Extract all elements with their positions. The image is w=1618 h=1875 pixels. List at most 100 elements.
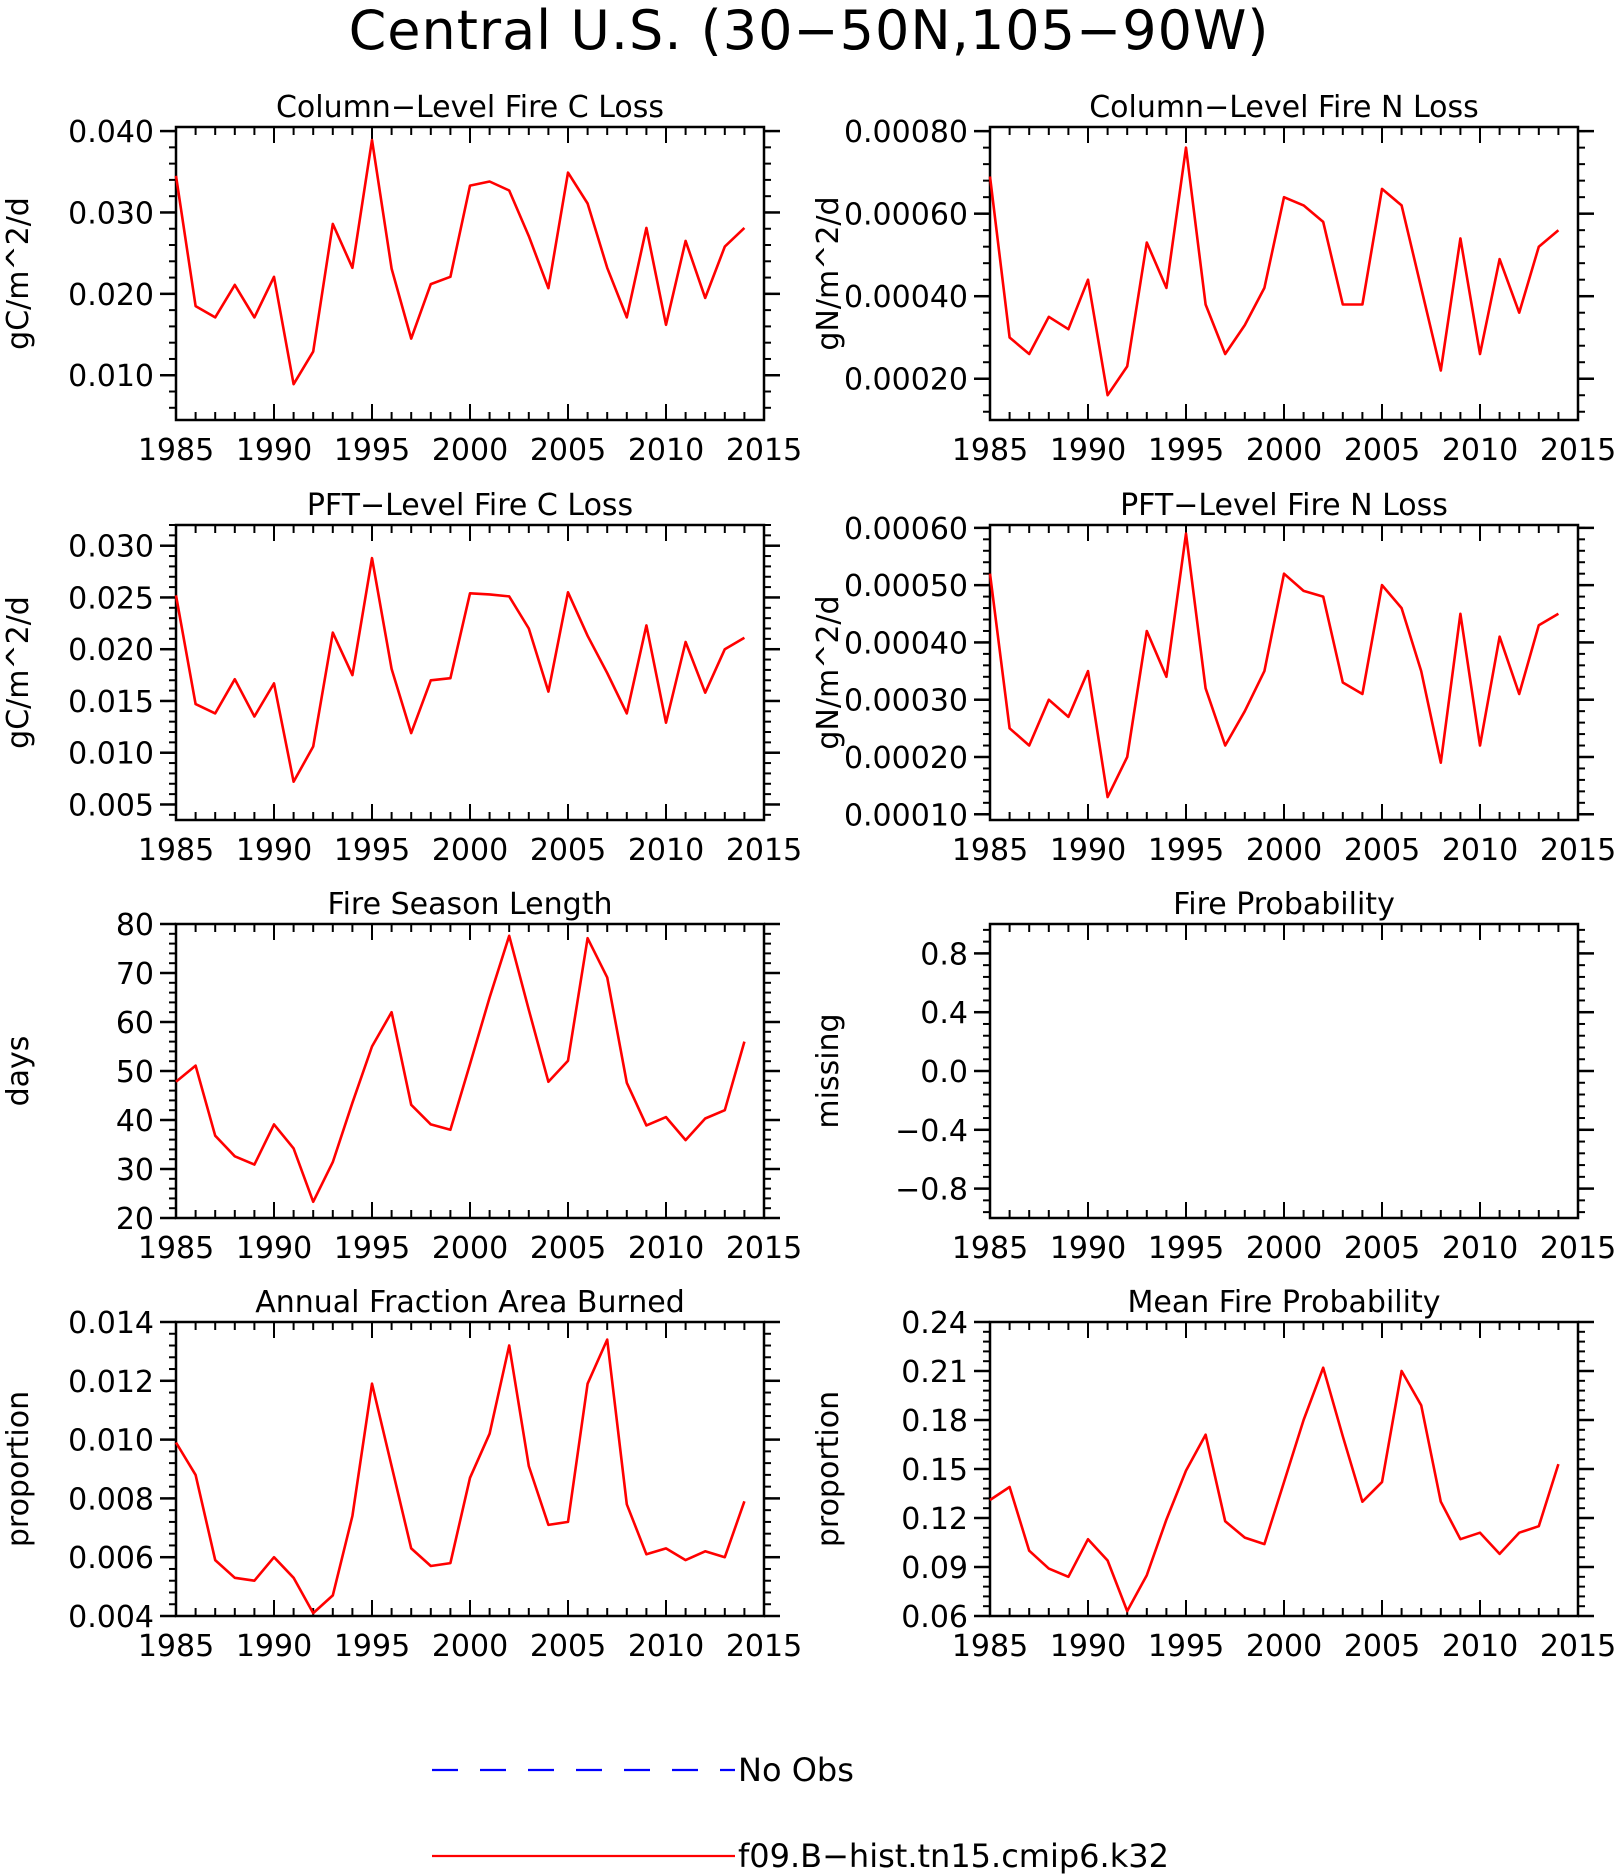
panel-3-title: PFT−Level Fire C Loss [307, 488, 633, 523]
panel-1-ytick-label: 0.040 [68, 115, 154, 150]
panel-1-xtick-label: 1995 [334, 433, 410, 468]
panel-5-xtick-label: 1995 [334, 1231, 410, 1266]
panel-5-xtick-label: 2015 [726, 1231, 802, 1266]
panel-6-title: Fire Probability [1173, 887, 1395, 922]
panel-7-xtick-label: 2010 [628, 1629, 704, 1664]
panel-8-xtick-label: 2010 [1442, 1629, 1518, 1664]
panel-8-ytick-label: 0.18 [901, 1404, 968, 1439]
panel-6-xtick-label: 1985 [952, 1231, 1028, 1266]
panel-6-xtick-label: 1995 [1148, 1231, 1224, 1266]
panel-8-xtick-label: 1985 [952, 1629, 1028, 1664]
figure-title: Central U.S. (30−50N,105−90W) [348, 0, 1270, 62]
panel-5-xtick-label: 1990 [236, 1231, 312, 1266]
panel-8-ytick-label: 0.21 [901, 1355, 968, 1390]
panel-6-frame [988, 922, 1580, 1220]
panel-3-ytick-label: 0.020 [68, 633, 154, 668]
panel-3-series-line [174, 556, 746, 784]
panel-5-xtick-label: 2010 [628, 1231, 704, 1266]
panel-1-xtick-label: 2010 [628, 433, 704, 468]
panel-4-ylabel: gN/m^2/d [811, 595, 846, 749]
panel-1-ytick-label: 0.030 [68, 196, 154, 231]
panel-3-xtick-label: 1990 [236, 833, 312, 868]
panel-8-xtick-label: 2015 [1540, 1629, 1616, 1664]
panel-2-xtick-label: 2010 [1442, 433, 1518, 468]
panel-7-title: Annual Fraction Area Burned [255, 1285, 685, 1320]
panel-1-title: Column−Level Fire C Loss [276, 90, 664, 125]
panel-4-frame [988, 523, 1580, 822]
panel-4-xtick-label: 2015 [1540, 833, 1616, 868]
panel-8-xtick-label: 1990 [1050, 1629, 1126, 1664]
panel-4-xtick-label: 1985 [952, 833, 1028, 868]
panel-2-ytick-label: 0.00040 [844, 280, 968, 315]
panel-5-ytick-label: 70 [116, 957, 154, 992]
panel-7-ytick-label: 0.012 [68, 1365, 154, 1400]
panel-8-frame [988, 1320, 1580, 1618]
panel-8-ytick-label: 0.06 [901, 1600, 968, 1635]
panel-3-ytick-label: 0.025 [68, 581, 154, 616]
panel-8-ytick-label: 0.24 [901, 1306, 968, 1341]
panel-5-ylabel: days [1, 1036, 36, 1107]
panel-7-frame [174, 1320, 766, 1618]
panel-3-ytick-label: 0.010 [68, 737, 154, 772]
panel-6-xtick-label: 1990 [1050, 1231, 1126, 1266]
panel-5-series-line [175, 934, 746, 1204]
panel-1-xtick-label: 2005 [530, 433, 606, 468]
panel-7-ytick-label: 0.008 [68, 1482, 154, 1517]
panel-7-xtick-label: 2000 [432, 1629, 508, 1664]
panel-2-ylabel: gN/m^2/d [811, 196, 846, 350]
panel-3-ytick-label: 0.030 [68, 530, 154, 565]
panel-6-ytick-label: 0.4 [920, 996, 968, 1031]
panel-2-xtick-label: 1990 [1050, 433, 1126, 468]
panel-5-ytick-label: 40 [116, 1104, 154, 1139]
panel-4-ytick-label: 0.00030 [844, 684, 968, 719]
panel-1-xtick-label: 2000 [432, 433, 508, 468]
panel-7-ytick-label: 0.014 [68, 1306, 154, 1341]
panel-2-xtick-label: 2015 [1540, 433, 1616, 468]
panel-1-series-line [174, 138, 746, 386]
panel-6-xtick-label: 2000 [1246, 1231, 1322, 1266]
panel-7-ytick-label: 0.010 [68, 1424, 154, 1459]
panel-6-ytick-label: 0.0 [920, 1055, 968, 1090]
panel-7-xtick-label: 1985 [138, 1629, 214, 1664]
panel-2-xtick-label: 2005 [1344, 433, 1420, 468]
panel-5-ytick-label: 80 [116, 908, 154, 943]
panel-5-ytick-label: 60 [116, 1006, 154, 1041]
panel-2-frame [988, 125, 1580, 422]
panel-1-frame [174, 125, 766, 422]
panel-6-ylabel: missing [811, 1013, 846, 1128]
panel-2-ytick-label: 0.00060 [844, 198, 968, 233]
panel-3-xtick-label: 2005 [530, 833, 606, 868]
panel-7-ytick-label: 0.006 [68, 1541, 154, 1576]
panel-3-ytick-label: 0.015 [68, 685, 154, 720]
panel-3-ylabel: gC/m^2/d [1, 596, 36, 749]
panel-4-ytick-label: 0.00010 [844, 798, 968, 833]
panel-8-title: Mean Fire Probability [1128, 1285, 1441, 1320]
panel-4-xtick-label: 2010 [1442, 833, 1518, 868]
panel-1-xtick-label: 1985 [138, 433, 214, 468]
panel-7-xtick-label: 2015 [726, 1629, 802, 1664]
panel-3-xtick-label: 2015 [726, 833, 802, 868]
panel-6-ytick-label: −0.8 [895, 1173, 968, 1208]
panel-8-ytick-label: 0.09 [901, 1551, 968, 1586]
panel-6-xtick-label: 2005 [1344, 1231, 1420, 1266]
panel-5-title: Fire Season Length [328, 887, 613, 922]
legend-label-1: No Obs [738, 1751, 854, 1789]
panel-3-xtick-label: 1985 [138, 833, 214, 868]
panel-4-xtick-label: 2005 [1344, 833, 1420, 868]
panel-5-ytick-label: 30 [116, 1153, 154, 1188]
panel-2-ytick-label: 0.00080 [844, 115, 968, 150]
panel-2-xtick-label: 1985 [952, 433, 1028, 468]
panel-7-xtick-label: 1990 [236, 1629, 312, 1664]
panel-8-xtick-label: 2005 [1344, 1629, 1420, 1664]
panel-8-xtick-label: 1995 [1148, 1629, 1224, 1664]
panel-2-ytick-label: 0.00020 [844, 363, 968, 398]
panel-5-ytick-label: 50 [116, 1055, 154, 1090]
panel-3-frame [174, 523, 766, 822]
panel-3-xtick-label: 2000 [432, 833, 508, 868]
panel-3-xtick-label: 1995 [334, 833, 410, 868]
panel-5-xtick-label: 1985 [138, 1231, 214, 1266]
panel-5-frame [174, 922, 766, 1220]
panel-2-series-line [988, 146, 1560, 397]
panel-5-xtick-label: 2005 [530, 1231, 606, 1266]
